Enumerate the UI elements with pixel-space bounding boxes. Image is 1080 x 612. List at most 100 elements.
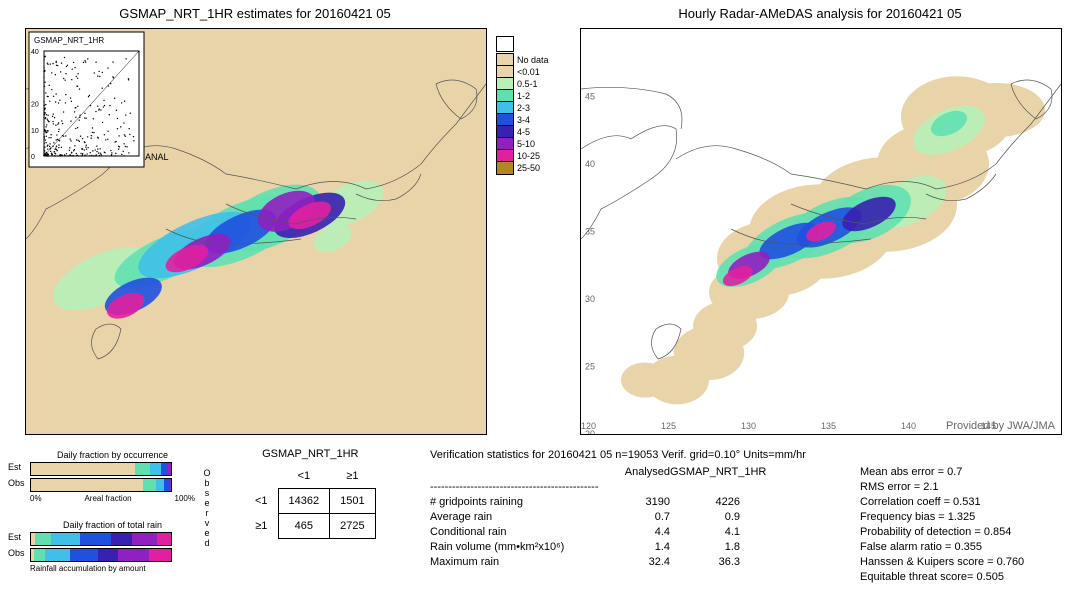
color-legend: No data<0.010.5-11-22-33-44-55-1010-2525… — [496, 36, 549, 174]
svg-text:ANAL: ANAL — [145, 152, 169, 162]
stats-row-v1: 3190 — [600, 495, 670, 510]
stats-row-label: # gridpoints raining — [430, 495, 600, 510]
bar-segment — [149, 549, 171, 561]
stats-header: Verification statistics for 20160421 05 … — [430, 448, 806, 463]
bar-segment — [150, 463, 161, 475]
stats-row-v1: 4.4 — [600, 525, 670, 540]
svg-text:125: 125 — [661, 421, 676, 431]
bar-segment — [98, 549, 118, 561]
contingency-table: <1 ≥1 <1 14362 1501 ≥1 465 2725 — [245, 464, 376, 539]
svg-text:20: 20 — [31, 102, 39, 109]
bar-segment — [31, 479, 143, 491]
fraction-bar — [30, 462, 172, 476]
stats-row-v1: 1.4 — [600, 540, 670, 555]
svg-text:40: 40 — [31, 49, 39, 56]
metric-line: False alarm ratio = 0.355 — [860, 540, 1024, 555]
svg-text:10: 10 — [31, 128, 39, 135]
fraction-occurrence: Daily fraction by occurrence EstObs 0% A… — [30, 450, 195, 503]
stats-row: Average rain0.70.9 — [430, 510, 806, 525]
svg-text:35: 35 — [585, 227, 595, 237]
legend-label: No data — [517, 55, 549, 65]
stats-row-label: Maximum rain — [430, 555, 600, 570]
svg-text:140: 140 — [901, 421, 916, 431]
map-right-title: Hourly Radar-AMeDAS analysis for 2016042… — [580, 6, 1060, 21]
map-left-wrap: GSMAP_NRT_1HR estimates for 20160421 05 … — [25, 8, 485, 433]
svg-text:25: 25 — [585, 362, 595, 372]
legend-label: 10-25 — [517, 151, 540, 161]
svg-text:GSMAP_NRT_1HR: GSMAP_NRT_1HR — [34, 36, 104, 45]
bar-segment — [157, 533, 171, 545]
stats-row-v1: 32.4 — [600, 555, 670, 570]
fraction-occurrence-title: Daily fraction by occurrence — [30, 450, 195, 460]
bar-segment — [45, 549, 70, 561]
stats-row-v2: 1.8 — [670, 540, 740, 555]
stats-col1: Analysed — [600, 465, 670, 480]
metric-line: Hanssen & Kuipers score = 0.760 — [860, 555, 1024, 570]
legend-label: <0.01 — [517, 67, 540, 77]
stats-row-v2: 36.3 — [670, 555, 740, 570]
metric-line: Equitable threat score= 0.505 — [860, 570, 1024, 585]
stats-sep: ----------------------------------------… — [430, 480, 806, 495]
svg-text:135: 135 — [821, 421, 836, 431]
bar-segment — [168, 463, 171, 475]
map-right-wrap: Hourly Radar-AMeDAS analysis for 2016042… — [580, 8, 1060, 433]
cont-col1: <1 — [278, 464, 330, 489]
stats-row: # gridpoints raining31904226 — [430, 495, 806, 510]
occ-axis-right: 100% — [175, 494, 195, 503]
cont-01: 1501 — [330, 489, 375, 514]
legend-label: 2-3 — [517, 103, 530, 113]
bar-segment — [80, 533, 111, 545]
contingency-table-wrap: GSMAP_NRT_1HR <1 ≥1 <1 14362 1501 ≥1 465… — [245, 448, 376, 539]
cont-11: 2725 — [330, 514, 375, 539]
fraction-bar — [30, 532, 172, 546]
fraction-total-title: Daily fraction of total rain — [30, 520, 195, 530]
stats-row-v2: 0.9 — [670, 510, 740, 525]
map-left: GSMAP_NRT_1HR0102040ANAL — [25, 28, 487, 435]
observed-side-label: Observed — [202, 468, 212, 548]
bar-segment — [161, 463, 168, 475]
bar-segment — [34, 549, 45, 561]
bar-label: Obs — [8, 478, 25, 488]
metric-line: Frequency bias = 1.325 — [860, 510, 1024, 525]
metric-line: Correlation coeff = 0.531 — [860, 495, 1024, 510]
occ-axis-mid: Areal fraction — [84, 494, 131, 503]
metric-line: Probability of detection = 0.854 — [860, 525, 1024, 540]
legend-label: 3-4 — [517, 115, 530, 125]
bar-segment — [135, 463, 150, 475]
map-right: 120125130135140145202530354045 Provided … — [580, 28, 1062, 435]
stats-row: Rain volume (mm•km²x10⁶)1.41.8 — [430, 540, 806, 555]
stats-row-v1: 0.7 — [600, 510, 670, 525]
cont-00: 14362 — [278, 489, 330, 514]
coastline-right: 120125130135140145202530354045 — [581, 29, 1061, 434]
cont-10: 465 — [278, 514, 330, 539]
bar-segment — [170, 479, 171, 491]
metric-line: Mean abs error = 0.7 — [860, 465, 1024, 480]
legend-label: 25-50 — [517, 163, 540, 173]
map-left-title: GSMAP_NRT_1HR estimates for 20160421 05 — [25, 6, 485, 21]
bar-segment — [51, 533, 80, 545]
svg-text:20: 20 — [585, 429, 595, 434]
bar-segment — [31, 463, 135, 475]
verification-stats: Verification statistics for 20160421 05 … — [430, 448, 806, 570]
bar-segment — [132, 533, 157, 545]
stats-row: Maximum rain32.436.3 — [430, 555, 806, 570]
provided-by: Provided by JWA/JMA — [946, 420, 1055, 432]
fraction-bar — [30, 548, 172, 562]
fraction-total-footer: Rainfall accumulation by amount — [30, 564, 195, 573]
page-root: GSMAP_NRT_1HR estimates for 20160421 05 … — [0, 0, 1080, 612]
stats-row-v2: 4.1 — [670, 525, 740, 540]
fraction-bar — [30, 478, 172, 492]
svg-text:45: 45 — [585, 92, 595, 102]
bar-segment — [118, 549, 149, 561]
stats-row-v2: 4226 — [670, 495, 740, 510]
stats-row-label: Conditional rain — [430, 525, 600, 540]
bar-label: Est — [8, 532, 21, 542]
stats-col2: GSMAP_NRT_1HR — [670, 465, 740, 480]
cont-row1: <1 — [245, 489, 278, 514]
stats-row-label: Average rain — [430, 510, 600, 525]
bar-segment — [35, 533, 50, 545]
stats-row: Conditional rain4.44.1 — [430, 525, 806, 540]
legend-label: 0.5-1 — [517, 79, 538, 89]
legend-swatch-icon — [496, 161, 514, 175]
legend-label: 5-10 — [517, 139, 535, 149]
